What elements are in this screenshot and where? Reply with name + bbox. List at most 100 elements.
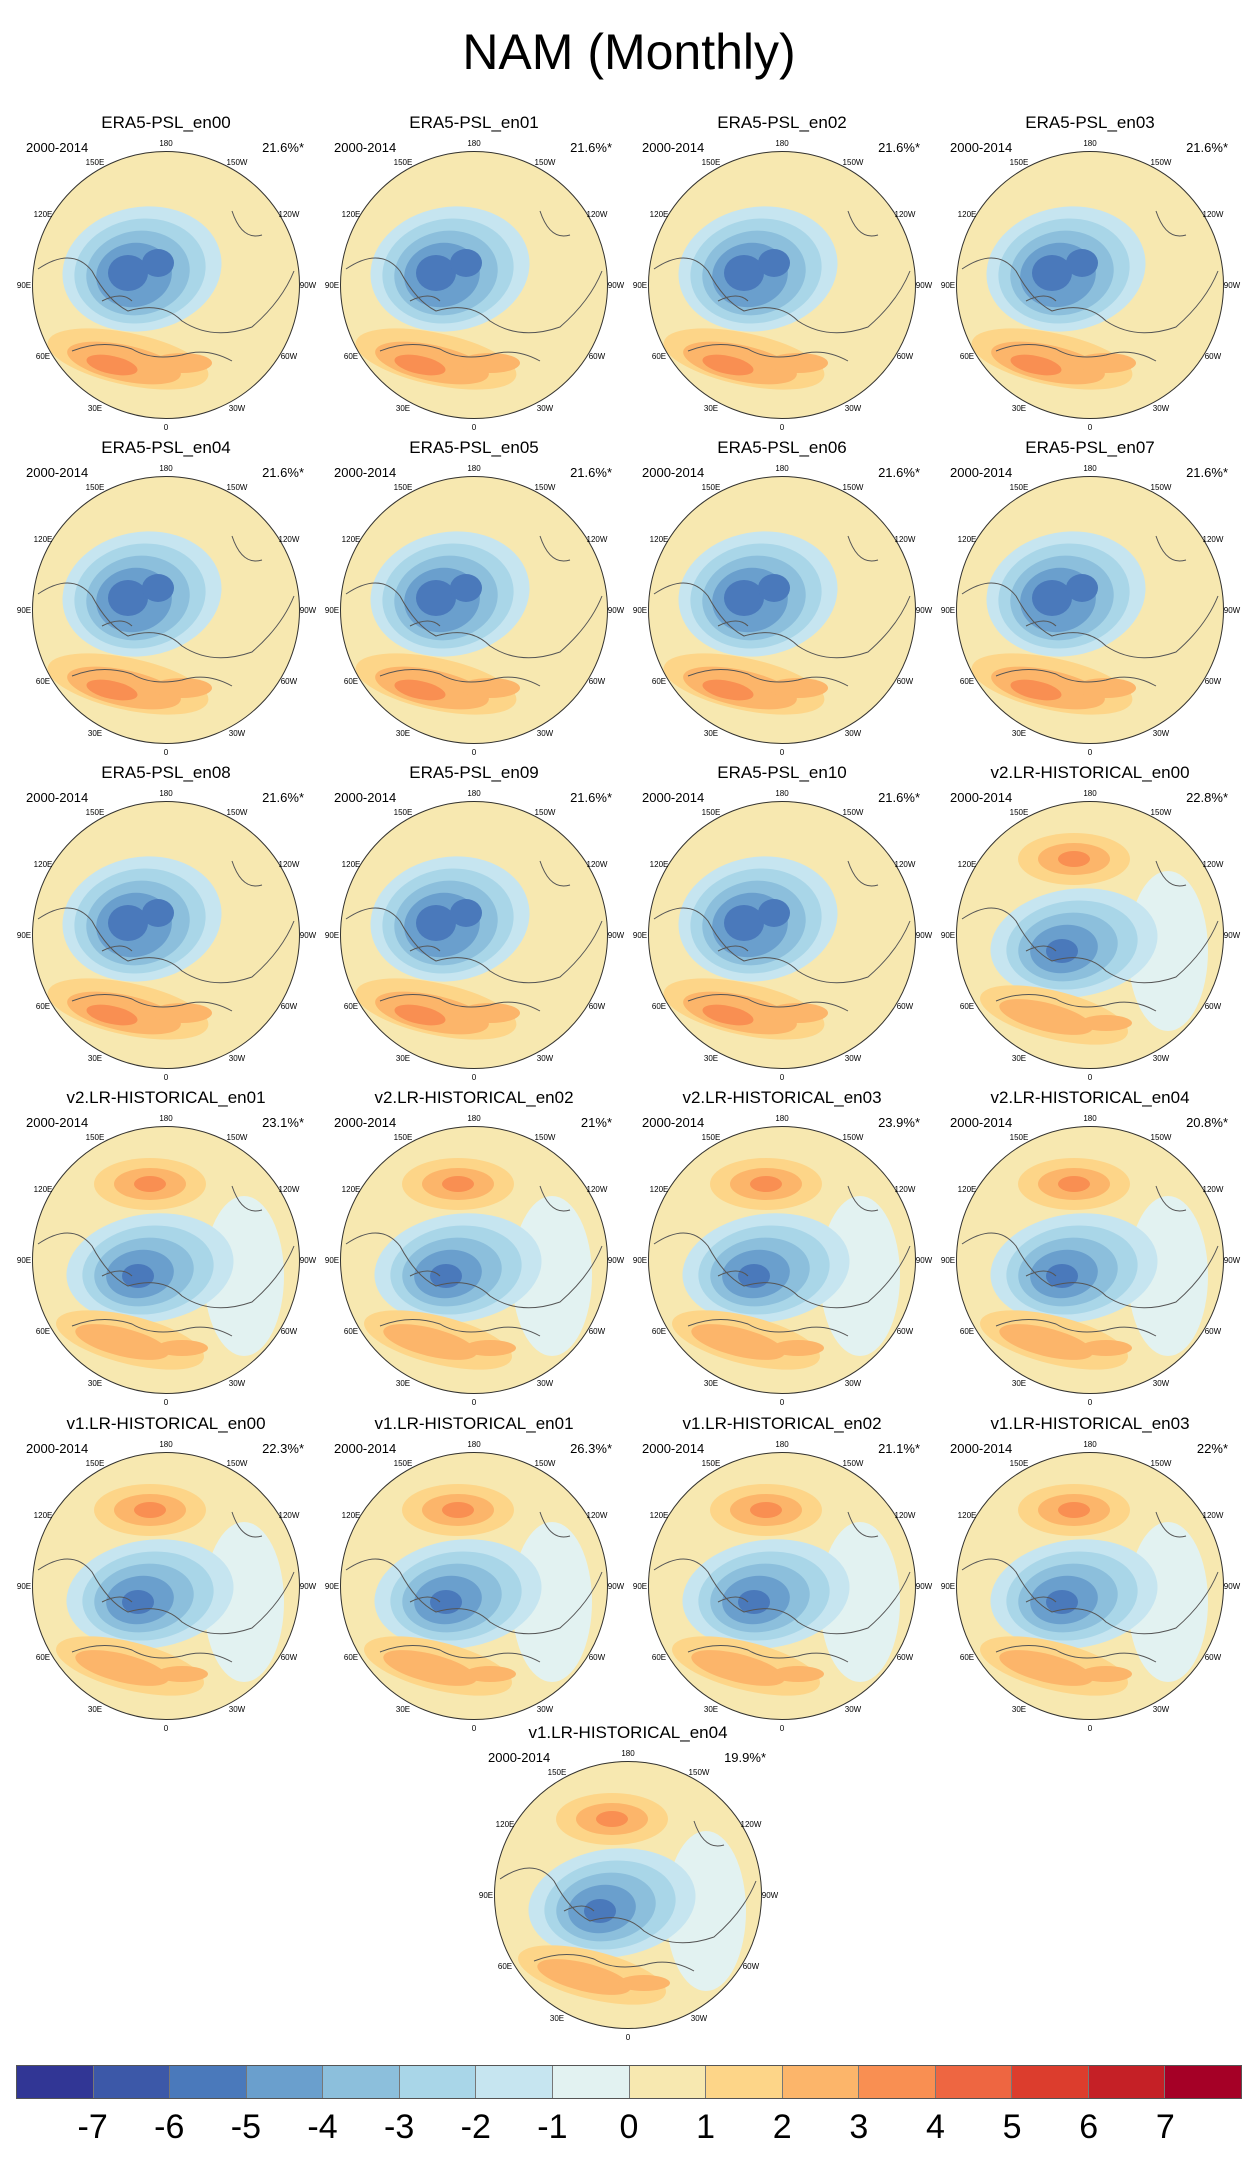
longitude-label: 30E bbox=[1011, 1053, 1027, 1063]
panel-period: 2000-2014 bbox=[642, 790, 705, 805]
panel-variance-percent: 21.6%* bbox=[262, 465, 304, 480]
colorbar-tick-label: -7 bbox=[77, 2108, 108, 2146]
polar-map: 180 150E 120E 90E 60E 30E 0 30W 60W 90W 120W 150W bbox=[941, 1114, 1240, 1407]
longitude-label: 180 bbox=[1083, 1440, 1097, 1449]
longitude-label: 60W bbox=[896, 1653, 914, 1662]
longitude-label: 60E bbox=[343, 352, 359, 361]
polar-map: 180 150E 120E 90E 60E 30E 0 30W 60W 90W 120W 150W bbox=[941, 464, 1240, 757]
colorbar-swatch bbox=[1088, 2066, 1166, 2098]
longitude-label: 30W bbox=[844, 1704, 862, 1714]
polar-map-svg bbox=[494, 1761, 762, 2029]
panel-title: ERA5-PSL_en08 bbox=[101, 763, 231, 782]
colorbar-swatch bbox=[629, 2066, 707, 2098]
longitude-label: 150W bbox=[842, 1133, 864, 1143]
longitude-label: 180 bbox=[1083, 464, 1097, 473]
longitude-label: 120W bbox=[278, 860, 300, 869]
longitude-label: 30W bbox=[1152, 1378, 1170, 1388]
longitude-label: 30W bbox=[228, 1053, 246, 1063]
panel-title: ERA5-PSL_en00 bbox=[101, 113, 231, 132]
longitude-label: 90W bbox=[1223, 281, 1241, 290]
longitude-label: 0 bbox=[163, 1073, 169, 1082]
longitude-label: 120E bbox=[341, 210, 361, 219]
panel-variance-percent: 22.3%* bbox=[262, 1441, 304, 1456]
panel-title: ERA5-PSL_en03 bbox=[1025, 113, 1155, 132]
map-panel: ERA5-PSL_en04 2000-2014 21.6%* 180 150E 120E 9… bbox=[16, 438, 316, 757]
longitude-label: 30E bbox=[1011, 728, 1027, 738]
longitude-label: 180 bbox=[775, 1114, 789, 1123]
panel-period: 2000-2014 bbox=[26, 465, 89, 480]
panel-variance-percent: 21.6%* bbox=[570, 790, 612, 805]
map-panel: v1.LR-HISTORICAL_en03 2000-2014 22%* 180 150… bbox=[940, 1414, 1240, 1733]
longitude-label: 60E bbox=[651, 1653, 667, 1662]
polar-map: 180 150E 120E 90E 60E 30E 0 30W 60W 90W 120W 150W bbox=[941, 789, 1240, 1082]
longitude-label: 30W bbox=[1152, 1704, 1170, 1714]
longitude-label: 150E bbox=[701, 808, 721, 818]
panel-title: ERA5-PSL_en06 bbox=[717, 438, 847, 457]
colorbar-tick-label: 7 bbox=[1155, 2108, 1175, 2146]
panel-period: 2000-2014 bbox=[642, 465, 705, 480]
longitude-label: 120E bbox=[33, 1185, 53, 1194]
longitude-label: 120W bbox=[278, 1185, 300, 1194]
longitude-label: 30E bbox=[87, 1704, 103, 1714]
polar-map-svg bbox=[648, 1126, 916, 1394]
polar-map: 180 150E 120E 90E 60E 30E 0 30W 60W 90W 120W 150W bbox=[325, 139, 624, 432]
longitude-label: 120W bbox=[1202, 1511, 1224, 1520]
panel-variance-percent: 21.6%* bbox=[1186, 140, 1228, 155]
longitude-label: 90W bbox=[915, 1582, 933, 1591]
colorbar-swatch bbox=[1165, 2066, 1241, 2098]
panel-variance-percent: 21.6%* bbox=[570, 140, 612, 155]
map-panel: ERA5-PSL_en07 2000-2014 21.6%* 180 150E 120E 9… bbox=[940, 438, 1240, 757]
longitude-label: 90W bbox=[607, 606, 625, 615]
longitude-label: 150E bbox=[85, 808, 105, 818]
longitude-label: 30W bbox=[844, 728, 862, 738]
polar-map: 180 150E 120E 90E 60E 30E 0 30W 60W 90W 120W 150W bbox=[17, 1440, 316, 1733]
longitude-label: 90E bbox=[632, 606, 648, 615]
longitude-label: 120W bbox=[278, 210, 300, 219]
longitude-label: 180 bbox=[159, 1440, 173, 1449]
colorbar-tick-label: -3 bbox=[384, 2108, 415, 2146]
colorbar-tick-label: -5 bbox=[230, 2108, 261, 2146]
longitude-label: 60E bbox=[651, 1002, 667, 1011]
panel-title: ERA5-PSL_en10 bbox=[717, 763, 847, 782]
longitude-label: 120W bbox=[586, 210, 608, 219]
longitude-label: 120W bbox=[586, 860, 608, 869]
colorbar-tick-label: 3 bbox=[849, 2108, 869, 2146]
panel-title: v1.LR-HISTORICAL_en04 bbox=[528, 1723, 728, 1742]
panel-title: v2.LR-HISTORICAL_en04 bbox=[990, 1088, 1190, 1107]
longitude-label: 120E bbox=[957, 210, 977, 219]
longitude-label: 120E bbox=[957, 1511, 977, 1520]
longitude-label: 0 bbox=[1087, 423, 1093, 432]
map-panel: ERA5-PSL_en06 2000-2014 21.6%* 180 150E 120E 9… bbox=[632, 438, 932, 757]
longitude-label: 90E bbox=[478, 1891, 494, 1900]
polar-map-svg bbox=[32, 1126, 300, 1394]
longitude-label: 90E bbox=[16, 1582, 32, 1591]
panel-period: 2000-2014 bbox=[642, 140, 705, 155]
longitude-label: 90W bbox=[299, 1582, 317, 1591]
longitude-label: 120W bbox=[894, 210, 916, 219]
panel-variance-percent: 21.6%* bbox=[570, 465, 612, 480]
polar-map: 180 150E 120E 90E 60E 30E 0 30W 60W 90W 120W 150W bbox=[941, 1440, 1240, 1733]
longitude-label: 90E bbox=[940, 931, 956, 940]
longitude-label: 150E bbox=[393, 158, 413, 168]
longitude-label: 150W bbox=[534, 1459, 556, 1469]
longitude-label: 180 bbox=[467, 139, 481, 148]
longitude-label: 60W bbox=[896, 677, 914, 686]
longitude-label: 60W bbox=[896, 1327, 914, 1336]
longitude-label: 150W bbox=[842, 808, 864, 818]
longitude-label: 150W bbox=[842, 158, 864, 168]
longitude-label: 180 bbox=[775, 1440, 789, 1449]
panel-period: 2000-2014 bbox=[26, 790, 89, 805]
colorbar bbox=[16, 2065, 1242, 2099]
longitude-label: 90W bbox=[915, 606, 933, 615]
longitude-label: 30E bbox=[703, 1053, 719, 1063]
longitude-label: 60W bbox=[896, 352, 914, 361]
longitude-label: 90W bbox=[299, 1256, 317, 1265]
polar-map-svg bbox=[32, 151, 300, 419]
longitude-label: 30E bbox=[703, 728, 719, 738]
longitude-label: 30E bbox=[87, 1053, 103, 1063]
panel-period: 2000-2014 bbox=[642, 1115, 705, 1130]
colorbar-tick-label: -6 bbox=[154, 2108, 185, 2146]
longitude-label: 120E bbox=[649, 860, 669, 869]
map-panel: ERA5-PSL_en02 2000-2014 21.6%* 180 150E 120E 9… bbox=[632, 113, 932, 432]
longitude-label: 90W bbox=[299, 606, 317, 615]
